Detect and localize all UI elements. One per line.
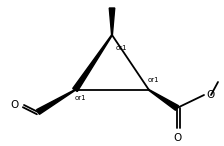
- Text: O: O: [10, 100, 18, 110]
- Text: or1: or1: [148, 77, 160, 83]
- Polygon shape: [109, 8, 115, 35]
- Polygon shape: [37, 90, 75, 114]
- Text: or1: or1: [116, 45, 128, 51]
- Text: or1: or1: [75, 95, 87, 101]
- Polygon shape: [73, 35, 112, 92]
- Text: O: O: [206, 90, 214, 100]
- Polygon shape: [149, 90, 179, 110]
- Text: O: O: [173, 133, 181, 143]
